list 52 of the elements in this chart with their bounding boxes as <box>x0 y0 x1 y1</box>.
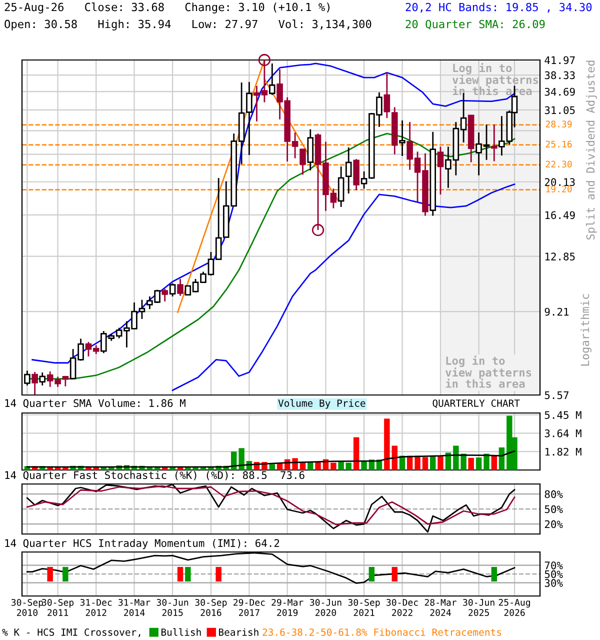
x-tick-label: 31-Dec 2012 <box>80 598 112 616</box>
ref-line-label: 28.39 <box>546 120 572 128</box>
chart-title: 14 Quarter SMA Volume: 1.86 M <box>5 398 186 408</box>
chart-subtitle: Open: 30.58 High: 35.94 Low: 27.97 Vol: 3,134,300 <box>4 20 372 30</box>
y-tick-label: 3.64 M <box>544 429 582 438</box>
y-tick-label: 30% <box>544 579 563 587</box>
y-tick-label: 5.57 <box>544 391 568 400</box>
y-tick-label: 34.69 <box>544 88 575 96</box>
ref-line-label: 25.16 <box>546 140 572 148</box>
y-tick-label: 41.97 <box>544 56 575 64</box>
ref-line-label: 19.20 <box>546 186 572 192</box>
legend-label: Bearish <box>218 628 258 636</box>
chart-title: 14 Quarter HCS Intraday Momentum (IMI): 64.2 <box>5 538 280 550</box>
x-tick-label: 30-Sep 2011 <box>42 598 74 616</box>
y-tick-label: 12.85 <box>545 252 575 260</box>
y-axis-title: Split and Dividend Adjusted <box>586 60 597 240</box>
ref-line-label: 22.30 <box>546 160 572 168</box>
y-tick-label: 31.05 <box>544 106 575 114</box>
chart-title: 14 Quarter Fast Stochastic (%K) (%D): 88.5 73.6 <box>5 470 304 480</box>
x-tick-label: 30-Sep 2016 <box>195 598 227 616</box>
legend-title: % K - HCS IMI Crossover, <box>2 628 140 638</box>
x-tick-label: 30-Jun 2025 <box>463 598 494 616</box>
y-tick-label: 50% <box>544 505 563 514</box>
y-tick-label: 38.33 <box>544 71 575 80</box>
y-tick-label: 80% <box>544 490 563 498</box>
y-tick-label: 1.82 M <box>545 448 582 456</box>
y-tick-label: 20% <box>544 520 563 528</box>
text: 20,2 HC Bands: 19.85 , 34.30 <box>406 2 592 13</box>
x-tick-label: 30-Sep 2010 <box>11 598 43 616</box>
y-tick-label: 50% <box>544 570 563 578</box>
y-tick-label: 9.21 <box>544 308 569 316</box>
x-tick-label: 29-Dec 2017 <box>234 598 265 616</box>
x-tick-label: 28-Mar 2024 <box>424 598 456 616</box>
x-tick-label: 31-Mar 2014 <box>118 598 150 616</box>
y-tick-label: 5.45 M <box>544 411 582 419</box>
band-label: Log in to view patterns in this area <box>446 356 532 388</box>
y-tick-label: 70% <box>544 561 563 570</box>
legend-label: Bullish <box>161 628 201 636</box>
x-tick-label: 30-Sep 2021 <box>348 598 380 616</box>
text: QUARTERLY CHART <box>432 399 520 408</box>
x-tick-label: 30-Jun 2015 <box>156 598 188 616</box>
x-tick-label: 25-Aug 2026 <box>498 598 530 616</box>
x-tick-label: 30-Dec 2022 <box>386 598 418 616</box>
y-tick-label: 16.49 <box>545 211 575 220</box>
x-tick-label: 29-Mar 2019 <box>272 598 304 616</box>
text: 23.6-38.2-50-61.8% Fibonacci Retracements <box>262 628 502 636</box>
y-tick-label: 20.13 <box>544 178 575 186</box>
text: Volume By Price <box>278 399 366 409</box>
text: 20 Quarter SMA: 26.09 <box>406 20 545 30</box>
text: Logarithmic <box>580 294 592 366</box>
x-tick-label: 30-Jun 2020 <box>310 598 342 616</box>
chart-title: 25-Aug-26 Close: 33.68 Change: 3.10 (+10.1 %) <box>4 2 330 14</box>
